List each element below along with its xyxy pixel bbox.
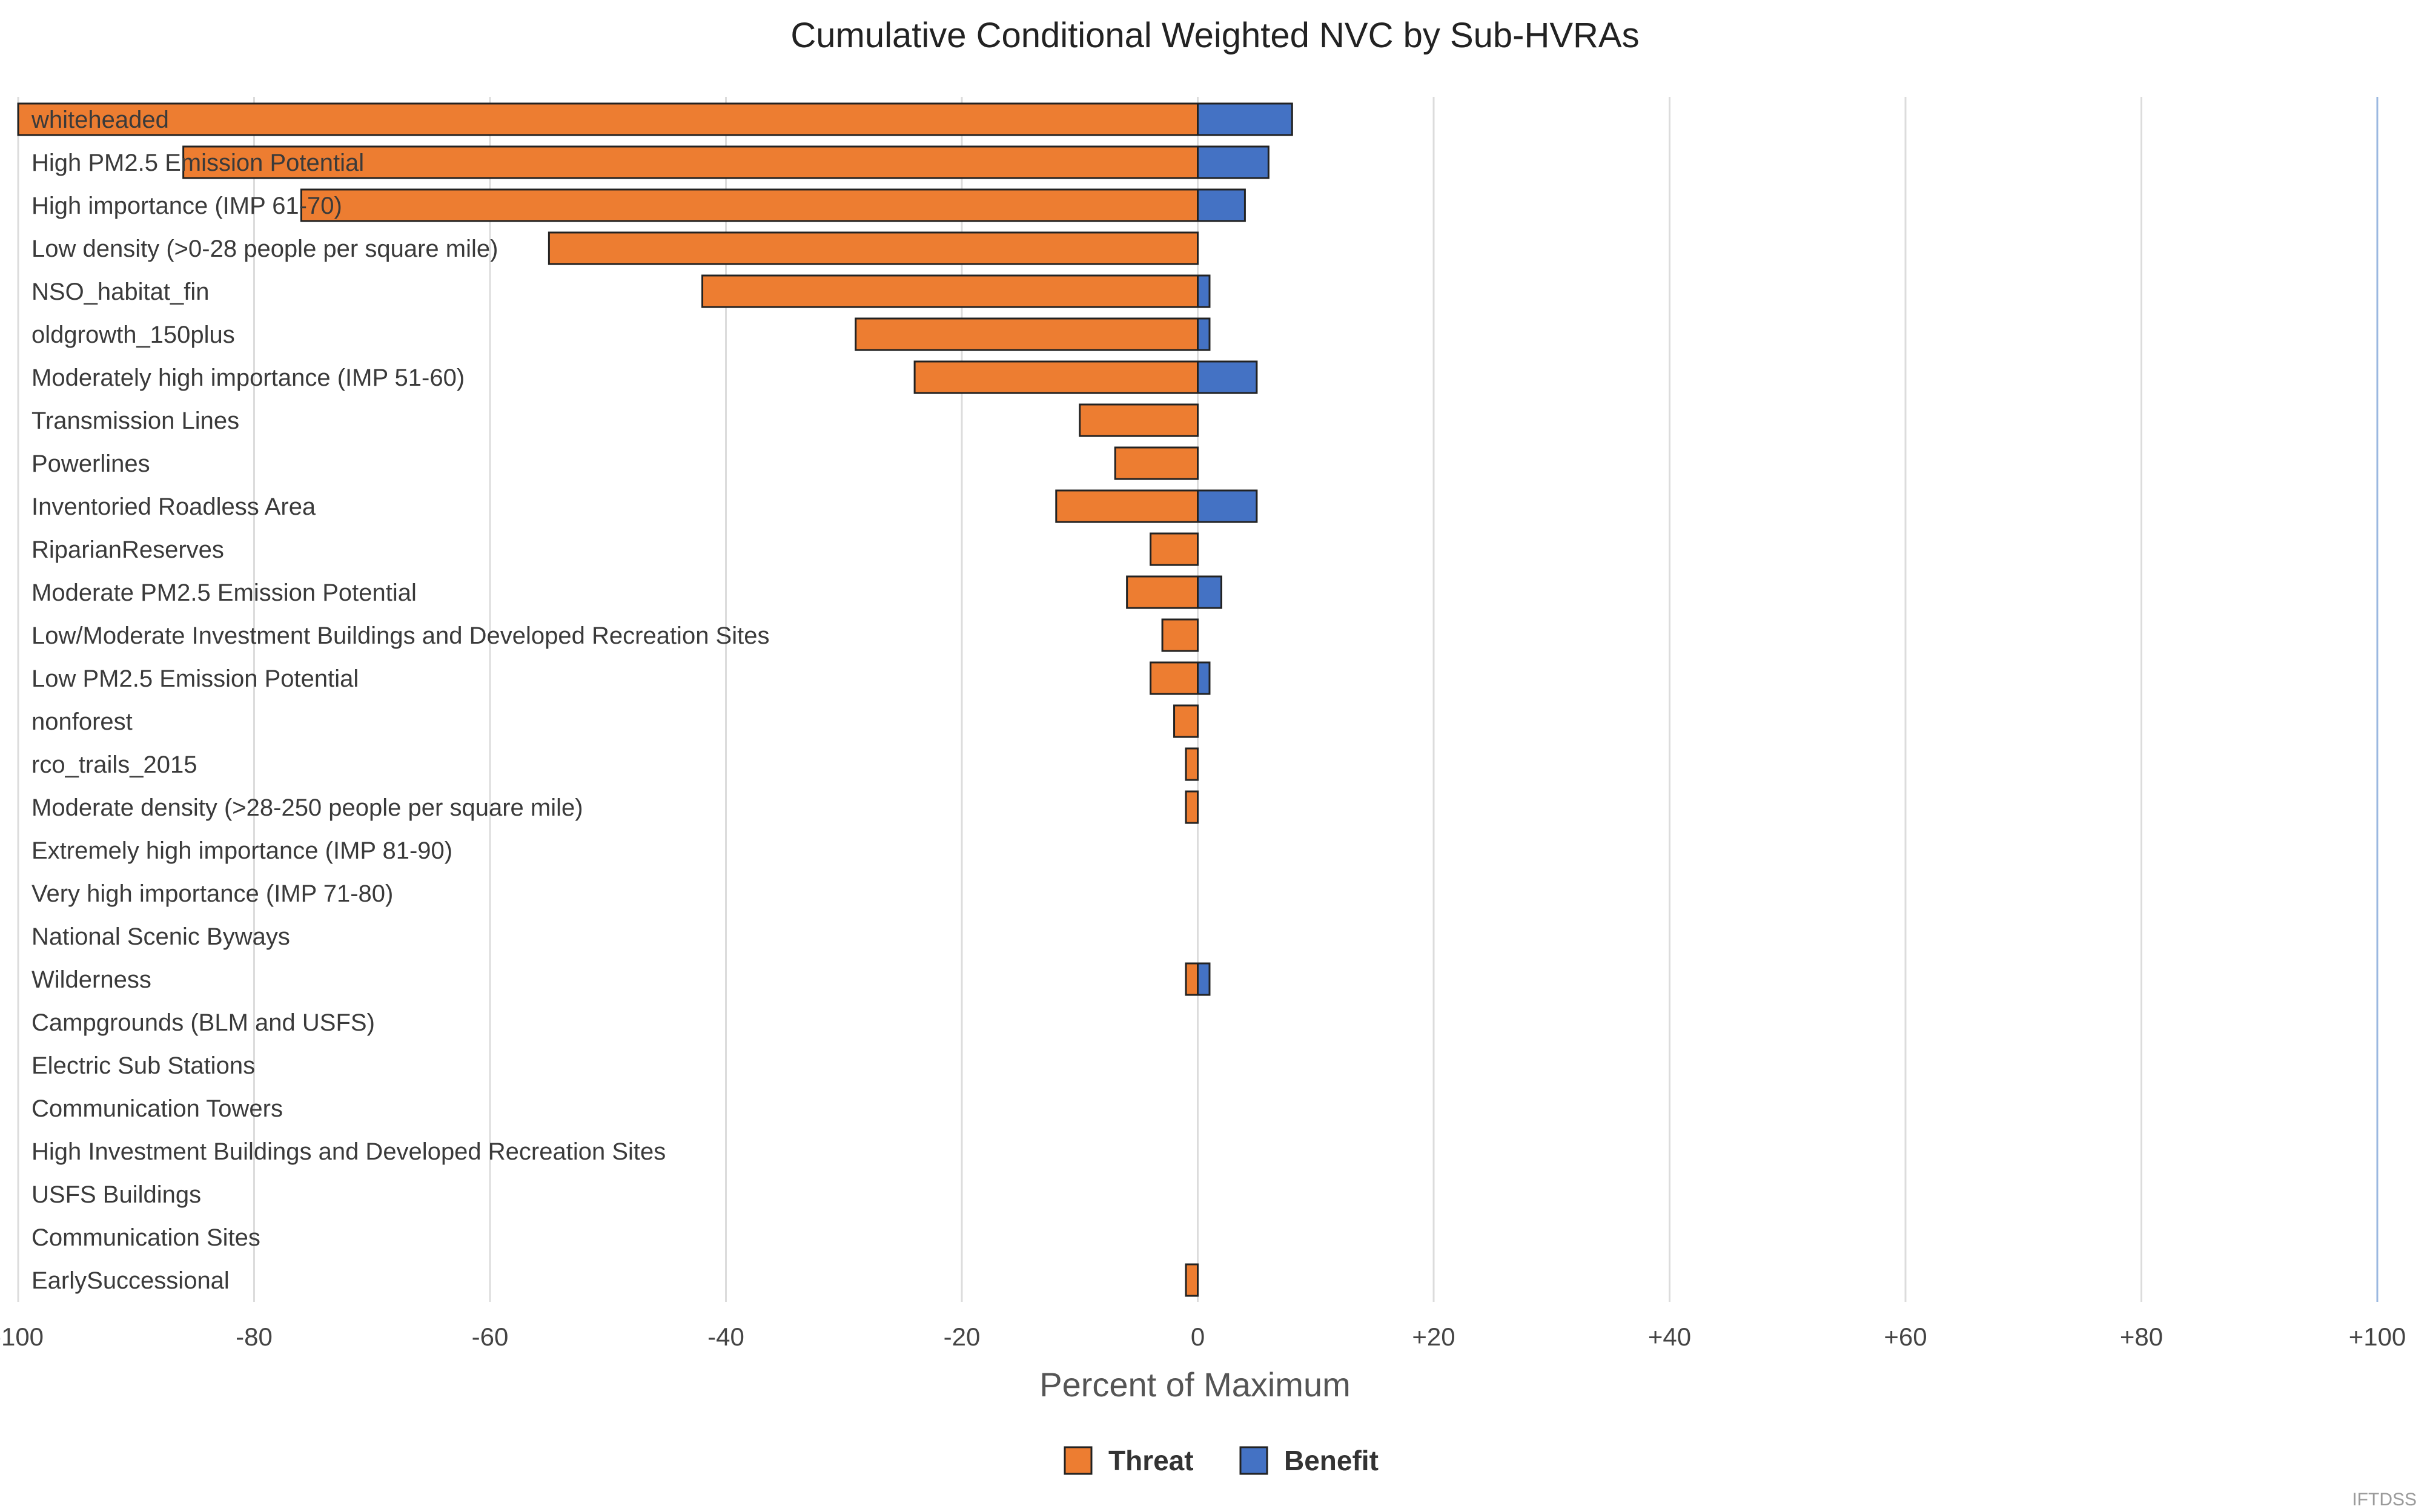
category-label: Extremely high importance (IMP 81-90) — [31, 837, 452, 864]
threat-bar[interactable] — [1114, 446, 1199, 480]
x-tick-label: -80 — [236, 1322, 273, 1351]
x-tick-label: -40 — [707, 1322, 744, 1351]
category-label: rco_trails_2015 — [31, 751, 197, 778]
legend-item-benefit[interactable]: Benefit — [1239, 1445, 1379, 1476]
threat-bar[interactable] — [1150, 532, 1199, 566]
bars-layer — [17, 102, 1293, 1297]
category-label: Electric Sub Stations — [31, 1052, 255, 1079]
threat-bar[interactable] — [1185, 790, 1199, 824]
category-label: Moderately high importance (IMP 51-60) — [31, 365, 465, 391]
threat-bar[interactable] — [855, 317, 1199, 351]
chart-title: Cumulative Conditional Weighted NVC by S… — [790, 16, 1639, 55]
benefit-bar[interactable] — [1197, 661, 1211, 695]
x-axis-title: Percent of Maximum — [1039, 1365, 1351, 1404]
category-label: oldgrowth_150plus — [31, 322, 235, 348]
x-tick-label: -100 — [0, 1322, 44, 1351]
benefit-bar[interactable] — [1197, 145, 1270, 179]
benefit-bar[interactable] — [1197, 102, 1293, 136]
category-label: Powerlines — [31, 451, 150, 477]
threat-bar[interactable] — [1185, 1263, 1199, 1297]
threat-bar[interactable] — [300, 188, 1199, 222]
category-label: Communication Sites — [31, 1224, 260, 1251]
benefit-bar[interactable] — [1197, 489, 1258, 523]
benefit-bar[interactable] — [1197, 274, 1211, 308]
threat-bar[interactable] — [1150, 661, 1199, 695]
category-label: Low PM2.5 Emission Potential — [31, 665, 359, 692]
category-label: nonforest — [31, 708, 133, 735]
category-label: Inventoried Roadless Area — [31, 494, 316, 520]
legend-swatch-benefit — [1239, 1446, 1268, 1475]
category-label: Wilderness — [31, 966, 151, 993]
legend-label-benefit: Benefit — [1284, 1445, 1379, 1476]
category-label: Low density (>0-28 people per square mil… — [31, 236, 498, 262]
category-label: Transmission Lines — [31, 408, 239, 434]
benefit-bar[interactable] — [1197, 188, 1246, 222]
threat-bar[interactable] — [17, 102, 1199, 136]
category-label: USFS Buildings — [31, 1181, 201, 1208]
category-label: RiparianReserves — [31, 536, 224, 563]
category-label: EarlySuccessional — [31, 1267, 230, 1294]
category-label: Low/Moderate Investment Buildings and De… — [31, 622, 769, 649]
x-tick-label: 0 — [1191, 1322, 1205, 1351]
category-label: Moderate density (>28-250 people per squ… — [31, 794, 583, 821]
category-label: Very high importance (IMP 71-80) — [31, 880, 393, 907]
benefit-bar[interactable] — [1197, 317, 1211, 351]
x-tick-label: +40 — [1648, 1322, 1691, 1351]
category-label: whiteheaded — [31, 107, 169, 133]
x-tick-label: +100 — [2349, 1322, 2406, 1351]
x-tick-label: -20 — [944, 1322, 981, 1351]
category-label: National Scenic Byways — [31, 923, 290, 950]
threat-bar[interactable] — [1185, 747, 1199, 781]
threat-bar[interactable] — [701, 274, 1199, 308]
legend-swatch-threat — [1064, 1446, 1093, 1475]
x-tick-label: +80 — [2120, 1322, 2163, 1351]
threat-bar[interactable] — [1173, 704, 1199, 738]
category-labels: whiteheaded High PM2.5 Emission Potential… — [31, 107, 769, 1294]
category-label: High PM2.5 Emission Potential — [31, 150, 364, 176]
category-label: NSO_habitat_fin — [31, 279, 210, 305]
threat-bar[interactable] — [1161, 618, 1199, 652]
threat-bar[interactable] — [1126, 575, 1199, 609]
legend-item-threat[interactable]: Threat — [1064, 1445, 1194, 1476]
threat-bar[interactable] — [913, 360, 1199, 394]
threat-bar[interactable] — [1079, 403, 1199, 437]
x-axis-ticks: -100 -80 -60 -40 -20 0 +20 +40 +60 +80 +100 — [0, 1322, 2406, 1351]
threat-bar[interactable] — [548, 231, 1199, 265]
threat-bar[interactable] — [1055, 489, 1199, 523]
x-tick-label: -60 — [472, 1322, 509, 1351]
category-label: Campgrounds (BLM and USFS) — [31, 1009, 375, 1036]
benefit-bar[interactable] — [1197, 575, 1222, 609]
category-label: Moderate PM2.5 Emission Potential — [31, 579, 417, 606]
category-label: High Investment Buildings and Developed … — [31, 1138, 666, 1165]
watermark: IFTDSS — [2352, 1490, 2417, 1510]
x-tick-label: +60 — [1884, 1322, 1927, 1351]
x-tick-label: +20 — [1412, 1322, 1455, 1351]
benefit-bar[interactable] — [1197, 360, 1258, 394]
legend-label-threat: Threat — [1108, 1445, 1194, 1476]
benefit-bar[interactable] — [1197, 962, 1211, 996]
category-label: Communication Towers — [31, 1095, 283, 1122]
threat-bar[interactable] — [1185, 962, 1199, 996]
legend: Threat Benefit — [1064, 1445, 1379, 1476]
category-label: High importance (IMP 61-70) — [31, 193, 342, 219]
